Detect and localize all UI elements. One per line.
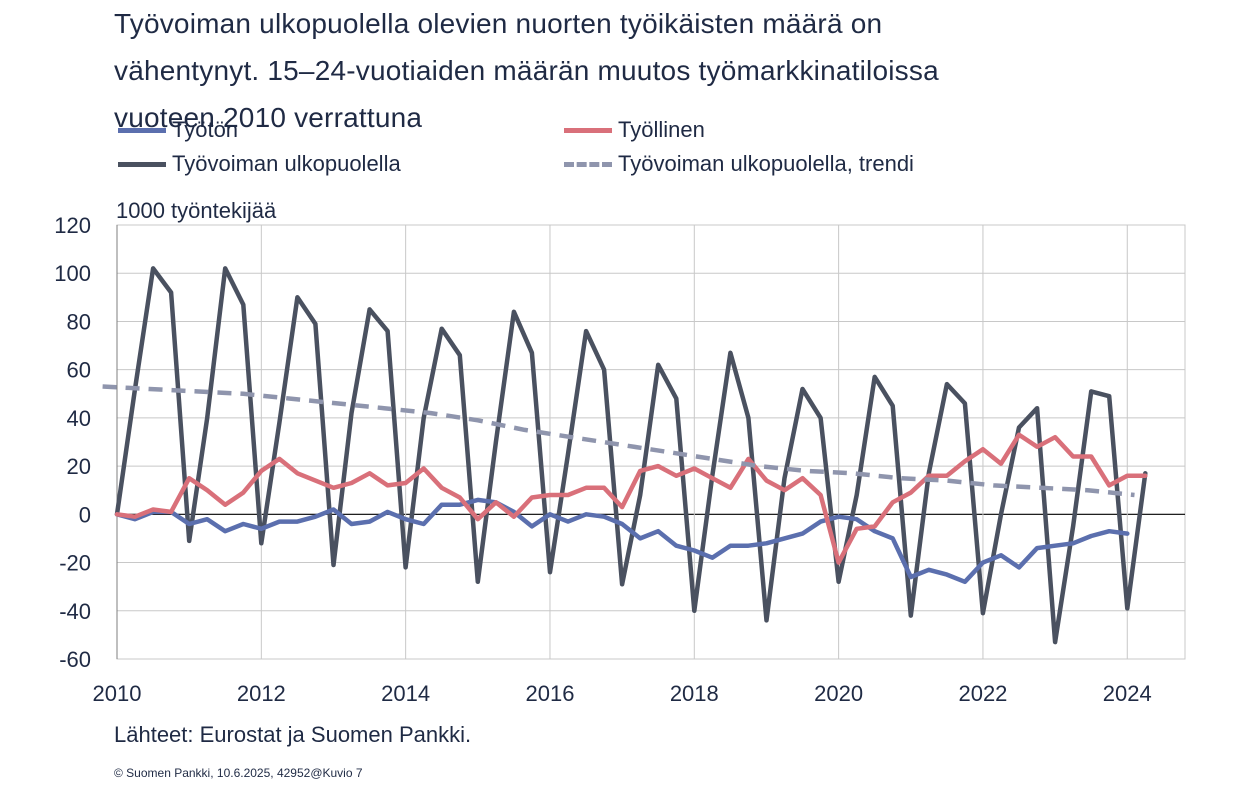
x-tick-label: 2010: [93, 681, 142, 706]
y-axis-ticks: -60 -40 -20 0 20 40 60 80 100 120: [54, 213, 91, 672]
grid-lines: [116, 224, 1186, 660]
series-tyollinen-line: [114, 432, 1148, 565]
title-line-1: Työvoiman ulkopuolella olevien nuorten t…: [114, 8, 883, 39]
legend-swatch-tyoton: [118, 127, 166, 133]
y-tick-label: 80: [67, 309, 91, 334]
copyright-note: © Suomen Pankki, 10.6.2025, 42952@Kuvio …: [114, 766, 363, 780]
y-tick-label: 0: [79, 502, 91, 527]
x-axis-ticks: 2010 2012 2014 2016 2018 2020 2022 2024: [93, 681, 1152, 706]
legend-label-trendi: Työvoiman ulkopuolella, trendi: [618, 151, 914, 176]
title-line-2: vähentynyt. 15–24-vuotiaiden määrän muut…: [114, 55, 939, 86]
x-tick-label: 2022: [958, 681, 1007, 706]
y-tick-label: -20: [59, 551, 91, 576]
y-tick-label: 60: [67, 358, 91, 383]
y-tick-label: -60: [59, 647, 91, 672]
y-tick-label: 100: [54, 261, 91, 286]
legend-label-tyoton: Työtön: [172, 117, 239, 142]
legend-swatch-ulkopuolella: [118, 161, 166, 167]
legend-swatch-tyollinen: [564, 127, 612, 133]
legend-label-ulkopuolella: Työvoiman ulkopuolella: [172, 151, 401, 176]
series-ulkopuolella-line: [114, 266, 1148, 645]
legend-label-tyollinen: Työllinen: [618, 117, 705, 142]
chart-title: Työvoiman ulkopuolella olevien nuorten t…: [114, 0, 1114, 141]
y-tick-label: 120: [54, 213, 91, 238]
x-tick-label: 2020: [814, 681, 863, 706]
y-axis-unit-label: 1000 työntekijää: [116, 198, 277, 223]
x-tick-label: 2024: [1103, 681, 1152, 706]
y-tick-label: 40: [67, 406, 91, 431]
x-tick-label: 2018: [670, 681, 719, 706]
x-tick-label: 2016: [525, 681, 574, 706]
series-trendi-line: [102, 384, 1135, 498]
legend-item-tyollinen: Työllinen: [564, 116, 705, 144]
legend-item-ulkopuolella: Työvoiman ulkopuolella: [118, 150, 401, 178]
y-tick-label: 20: [67, 454, 91, 479]
series-lines: [102, 266, 1148, 645]
legend-item-trendi: Työvoiman ulkopuolella, trendi: [564, 150, 914, 178]
x-tick-label: 2012: [237, 681, 286, 706]
x-tick-label: 2014: [381, 681, 430, 706]
source-note: Lähteet: Eurostat ja Suomen Pankki.: [114, 722, 472, 747]
y-tick-label: -40: [59, 599, 91, 624]
legend-swatch-trendi: [564, 161, 612, 167]
legend-item-tyoton: Työtön: [118, 116, 238, 144]
series-tyoton-line: [114, 497, 1130, 585]
